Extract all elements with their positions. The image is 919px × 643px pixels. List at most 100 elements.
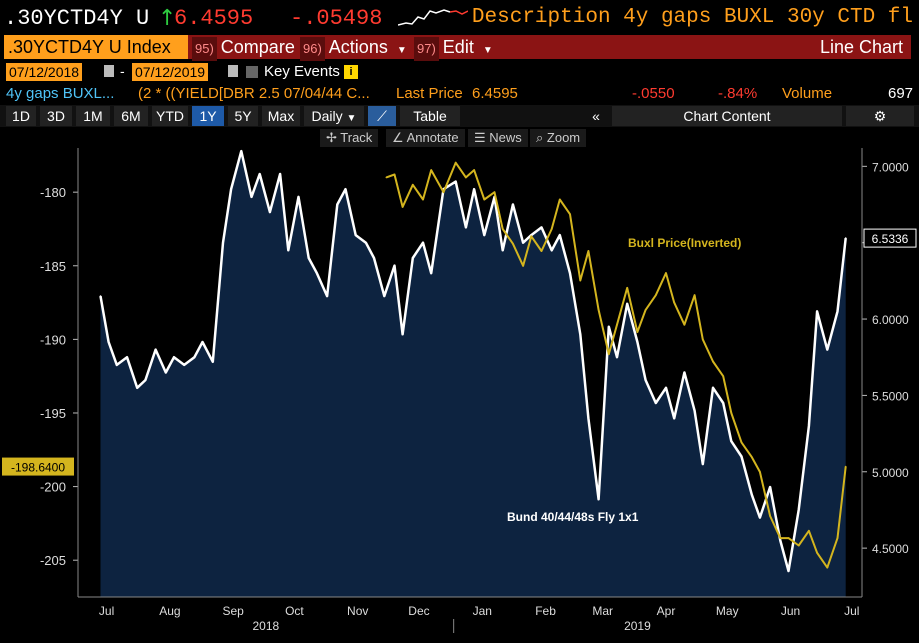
key-events-label: Key Events <box>264 63 340 80</box>
chart-type-button[interactable]: Line Chart <box>496 35 911 59</box>
data-point <box>844 465 847 468</box>
x-tick-label: Jul <box>844 604 859 618</box>
period-1m[interactable]: 1M <box>76 106 110 126</box>
volume-value: 697 <box>888 85 914 102</box>
data-point <box>412 184 414 186</box>
period-3d[interactable]: 3D <box>40 106 72 126</box>
news-tool[interactable]: ☰ News <box>468 129 528 147</box>
period-max[interactable]: Max <box>262 106 300 126</box>
index-button[interactable]: .30YCTD4Y U Index <box>4 35 188 59</box>
right-tick-label: 6.0000 <box>872 313 909 327</box>
data-point <box>759 471 761 473</box>
title-bar: .30YCTD4Y U ↑ 6.4595 -.05498 Description… <box>0 0 919 35</box>
x-tick-label: Oct <box>285 604 304 618</box>
line-style-icon[interactable]: ⟋ <box>368 106 396 126</box>
key-events-checkbox[interactable] <box>246 66 258 78</box>
data-point <box>442 191 445 193</box>
period-5y[interactable]: 5Y <box>228 106 258 126</box>
data-point <box>550 249 553 252</box>
chart-content-button[interactable]: Chart Content <box>612 106 842 126</box>
data-point <box>787 570 790 572</box>
data-point <box>365 241 367 244</box>
calendar-icon[interactable] <box>228 65 238 77</box>
data-point <box>173 356 175 358</box>
data-point <box>569 272 571 274</box>
series-name[interactable]: 4y gaps BUXL... <box>6 85 115 102</box>
line-chart[interactable]: Buxl Price(Inverted) Bund 40/44/48s Fly 1… <box>0 148 919 643</box>
right-tick-label: 5.0000 <box>872 466 909 480</box>
data-point <box>779 537 782 539</box>
data-point <box>422 198 424 201</box>
compare-button[interactable]: 95) Compare <box>188 35 296 61</box>
up-arrow-icon: ↑ <box>158 6 177 31</box>
data-point <box>354 234 357 236</box>
track-tool[interactable]: ✢ Track <box>320 129 379 147</box>
start-date-field[interactable]: 07/12/2018 <box>6 63 83 81</box>
period-1d[interactable]: 1D <box>6 106 36 126</box>
data-point <box>769 486 771 488</box>
data-point <box>559 198 561 201</box>
zoom-label: Zoom <box>546 130 581 145</box>
data-point <box>373 257 375 259</box>
left-last-value-tag <box>2 457 74 476</box>
zoom-tool[interactable]: ⌕ Zoom <box>530 129 587 147</box>
data-point <box>712 360 714 363</box>
data-point <box>644 379 647 381</box>
data-point <box>665 387 667 389</box>
series-formula: (2 * ((YIELD[DBR 2.5 07/04/44 C... <box>138 85 370 102</box>
data-point <box>836 310 839 313</box>
description: Description 4y gaps BUXL 30y CTD fl <box>471 6 913 29</box>
data-point <box>412 257 414 259</box>
data-point <box>740 455 743 458</box>
data-point <box>144 379 147 381</box>
collapse-icon[interactable]: « <box>584 106 608 126</box>
period-6m[interactable]: 6M <box>114 106 148 126</box>
data-point <box>655 294 657 296</box>
legend-net-change: -.0550 <box>632 85 675 102</box>
info-icon[interactable]: i <box>344 65 358 79</box>
data-point <box>512 242 514 245</box>
data-point <box>597 309 600 311</box>
data-point <box>751 456 753 458</box>
left-tick-label: -200 <box>40 480 66 495</box>
data-point <box>569 213 571 215</box>
data-point <box>540 250 543 252</box>
legend-bar: 4y gaps BUXL... (2 * ((YIELD[DBR 2.5 07/… <box>0 84 919 104</box>
calendar-icon[interactable] <box>104 65 114 77</box>
last-price-value: 6.4595 <box>472 85 518 102</box>
gear-icon[interactable]: ⚙ <box>846 106 914 126</box>
data-point <box>454 161 457 164</box>
data-point <box>665 272 667 274</box>
frequency-dropdown[interactable]: Daily ▼ <box>304 106 364 126</box>
net-change: -.05498 <box>290 6 383 31</box>
sparkline-icon <box>398 9 468 26</box>
table-button[interactable]: Table <box>400 106 460 126</box>
data-point <box>816 310 818 313</box>
data-point <box>712 387 714 389</box>
left-tick-label: -205 <box>40 553 66 568</box>
data-point <box>693 294 696 296</box>
data-point <box>779 539 782 542</box>
data-point <box>787 537 790 539</box>
data-point <box>673 301 675 304</box>
chart-tools: ✢ Track ∠ Annotate ☰ News ⌕ Zoom <box>0 128 919 148</box>
data-point <box>465 226 467 229</box>
data-point <box>540 226 543 229</box>
end-date-field[interactable]: 07/12/2019 <box>132 63 209 81</box>
data-point <box>740 441 743 444</box>
period-ytd[interactable]: YTD <box>152 106 188 126</box>
edit-button[interactable]: 97) Edit ▼ <box>410 35 496 61</box>
annotate-tool[interactable]: ∠ Annotate <box>386 129 465 147</box>
right-last-value-tag <box>863 228 917 248</box>
data-point <box>501 249 504 252</box>
actions-button[interactable]: 96) Actions ▼ <box>296 35 410 61</box>
data-point <box>702 338 704 341</box>
data-point <box>550 228 553 230</box>
data-point <box>608 325 610 328</box>
data-point <box>683 323 686 326</box>
year-label: 2018 <box>252 619 279 633</box>
period-1y[interactable]: 1Y <box>192 106 224 126</box>
news-label: News <box>489 130 522 145</box>
security-ticker[interactable]: .30YCTD4Y U <box>4 6 150 31</box>
chart-content-label: Chart Content <box>683 108 771 124</box>
